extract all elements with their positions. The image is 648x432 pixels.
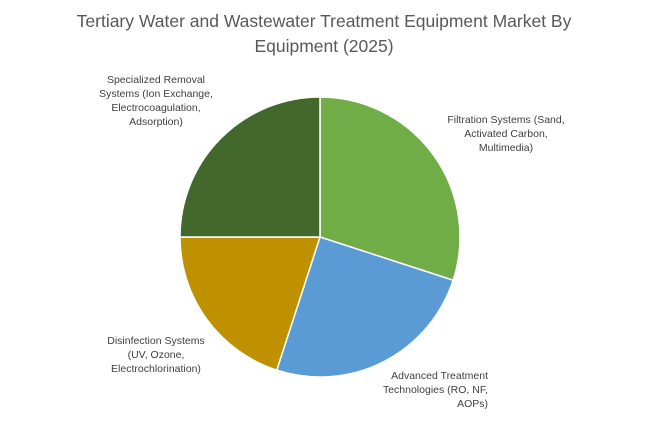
slice-label-advanced-line-3: AOPs) [457,398,488,410]
slice-label-disinfection-line-1: Disinfection Systems [107,335,205,347]
slice-label-filtration-line-2: Activated Carbon, [464,128,548,140]
slice-label-disinfection-line-2: (UV, Ozone, [127,349,185,361]
slice-label-specialized-line-1: Specialized Removal [106,74,206,86]
slice-label-disinfection: Disinfection Systems (UV, Ozone, Electro… [96,334,216,376]
chart-title-line-1: Tertiary Water and Wastewater Treatment … [76,11,572,31]
slice-label-filtration: Filtration Systems (Sand, Activated Carb… [446,113,566,155]
slice-label-specialized-line-4: Adsorption) [129,116,183,128]
pie-slice-advanced-treatment [275,236,454,378]
slice-label-advanced-line-1: Advanced Treatment [391,370,488,382]
slice-label-disinfection-line-3: Electrochlorination) [111,363,201,375]
slice-label-specialized-line-3: Electrocoagulation, [111,102,201,114]
slice-label-filtration-line-3: Multimedia) [478,142,534,154]
slice-label-specialized-line-2: Systems (Ion Exchange, [99,88,213,100]
slice-label-advanced-line-2: Technologies (RO, NF, [382,384,488,396]
slice-label-specialized-removal: Specialized Removal Systems (Ion Exchang… [86,73,226,129]
slice-label-advanced-treatment: Advanced Treatment Technologies (RO, NF,… [360,369,488,411]
pie-slice-specialized-removal [179,96,321,238]
chart-title: Tertiary Water and Wastewater Treatment … [0,9,648,59]
chart-title-line-2: Equipment (2025) [254,36,394,56]
pie-slice-disinfection [179,236,321,371]
slice-label-filtration-line-1: Filtration Systems (Sand, [447,114,565,126]
pie-slice-filtration [319,96,461,282]
